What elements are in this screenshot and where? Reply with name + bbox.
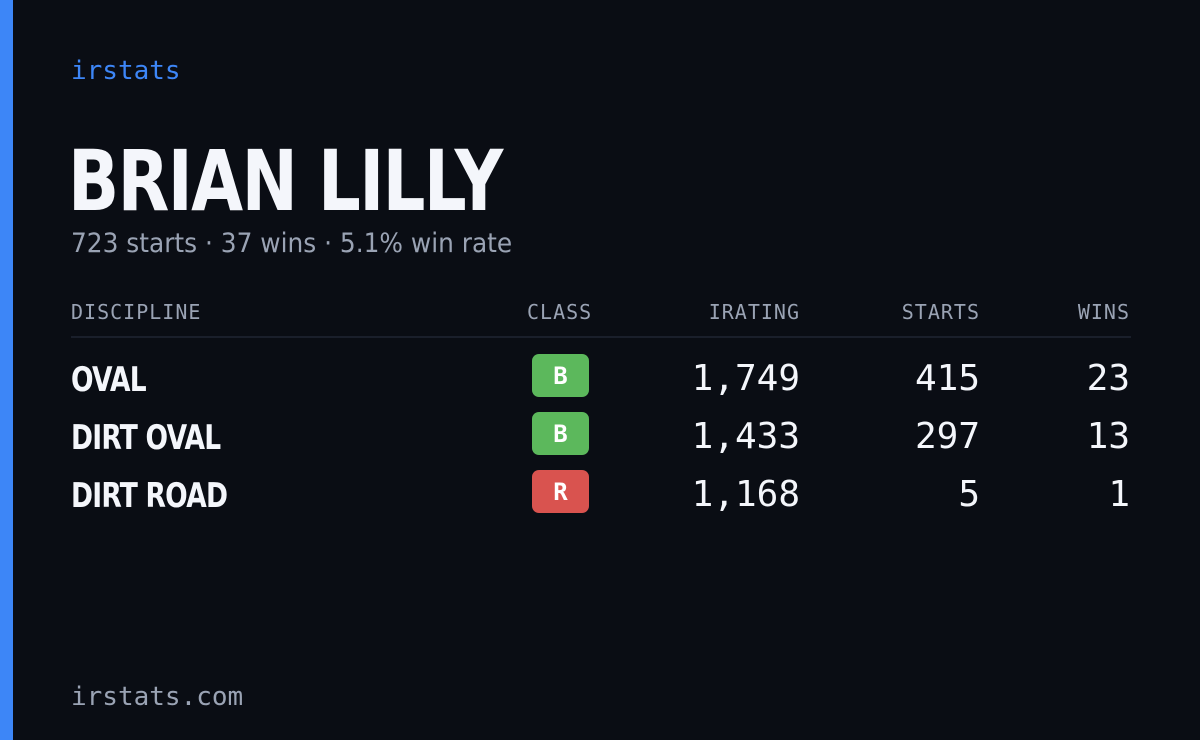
irating-value: 1,433 bbox=[691, 416, 800, 457]
header-discipline: DISCIPLINE bbox=[71, 300, 202, 324]
table-header: DISCIPLINE CLASS IRATING STARTS WINS bbox=[0, 300, 1200, 326]
brand-logo-text: irstats bbox=[71, 56, 181, 86]
table-row: OVAL B 1,749 415 23 bbox=[0, 354, 1200, 402]
table-row: DIRT ROAD R 1,168 5 1 bbox=[0, 470, 1200, 518]
header-starts: STARTS bbox=[901, 300, 980, 324]
starts-value: 5 bbox=[958, 474, 980, 515]
table-row: DIRT OVAL B 1,433 297 13 bbox=[0, 412, 1200, 460]
irating-value: 1,749 bbox=[691, 358, 800, 399]
class-badge: B bbox=[532, 354, 589, 397]
player-summary: 723 starts · 37 wins · 5.1% win rate bbox=[71, 228, 513, 259]
header-divider bbox=[71, 336, 1131, 338]
discipline-name: DIRT ROAD bbox=[71, 476, 228, 516]
header-irating: IRATING bbox=[708, 300, 800, 324]
header-wins: WINS bbox=[1077, 300, 1130, 324]
header-class: CLASS bbox=[527, 300, 593, 324]
discipline-name: DIRT OVAL bbox=[71, 418, 221, 458]
starts-value: 415 bbox=[914, 358, 980, 399]
class-badge: R bbox=[532, 470, 589, 513]
wins-value: 1 bbox=[1108, 474, 1130, 515]
player-name: BRIAN LILLY bbox=[68, 132, 503, 230]
wins-value: 13 bbox=[1086, 416, 1130, 457]
class-badge: B bbox=[532, 412, 589, 455]
discipline-name: OVAL bbox=[71, 360, 147, 400]
irating-value: 1,168 bbox=[691, 474, 800, 515]
wins-value: 23 bbox=[1086, 358, 1130, 399]
starts-value: 297 bbox=[914, 416, 980, 457]
footer-domain: irstats.com bbox=[71, 682, 244, 712]
accent-bar bbox=[0, 0, 13, 740]
